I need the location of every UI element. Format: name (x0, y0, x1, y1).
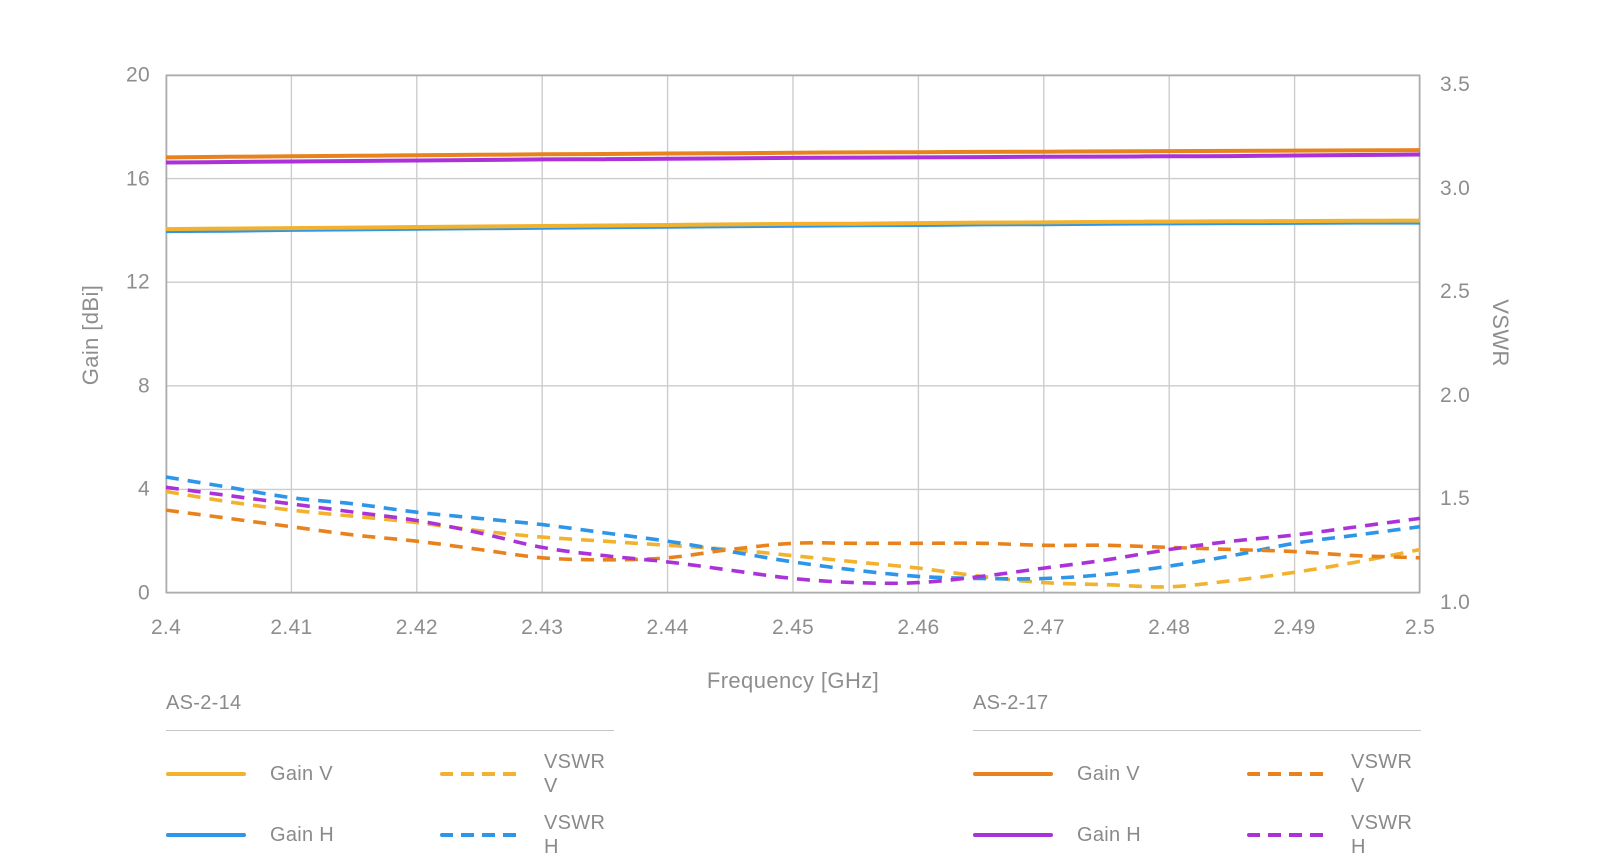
legend-group-as-2-17: AS-2-17 Gain V VSWR V Gain H VSWR H (973, 692, 1421, 859)
vswr-tick-label: 1.5 (1440, 487, 1471, 511)
frequency-tick-label: 2.47 (1022, 616, 1065, 639)
legend-group-title: AS-2-14 (166, 692, 242, 714)
frequency-tick-label: 2.46 (897, 616, 940, 639)
series-as-2-14-vswr-h (165, 475, 1421, 581)
legend-item-label: Gain V (270, 763, 333, 785)
vswr-tick-label: 3.0 (1440, 176, 1471, 200)
frequency-tick-label: 2.4 (150, 616, 182, 639)
legend-items: Gain V VSWR V Gain H VSWR H (166, 750, 614, 859)
legend-item-label: Gain H (270, 824, 335, 846)
vswr-tick-label: 2.0 (1440, 383, 1471, 407)
gain-tick-label: 16 (126, 167, 150, 191)
gain-v-solid-line-swatch (973, 772, 1053, 776)
legend-group-as-2-14: AS-2-14 Gain V VSWR V Gain H VSWR H (166, 692, 614, 859)
vswr-tick-label: 3.5 (1440, 73, 1471, 97)
plot-area (165, 74, 1421, 594)
series-as-2-14-vswr-v (165, 489, 1421, 589)
frequency-tick-label: 2.41 (270, 616, 313, 639)
vswr-v-dashed-line-swatch (1247, 772, 1327, 776)
frequency-tick-label: 2.42 (395, 616, 438, 639)
legend-item-label: VSWR V (544, 751, 606, 797)
legend-item-label: Gain H (1077, 824, 1142, 846)
frequency-tick-label: 2.43 (521, 616, 564, 639)
series-as-2-17-gain-h (165, 152, 1421, 165)
legend-items: Gain V VSWR V Gain H VSWR H (973, 750, 1421, 859)
frequency-axis-title: Frequency [GHz] (706, 668, 880, 693)
gain-tick-label: 20 (126, 63, 150, 87)
vswr-h-dashed-line-swatch (1247, 833, 1327, 837)
frequency-tick-label: 2.44 (646, 616, 689, 639)
gain-axis-title: Gain [dBi] (78, 284, 103, 386)
gain-tick-label: 0 (138, 581, 150, 605)
series-as-2-17-gain-v (165, 148, 1421, 160)
vswr-tick-label: 1.0 (1440, 591, 1471, 615)
series-as-2-17-vswr-h (165, 485, 1421, 586)
legend-divider (166, 730, 614, 731)
vswr-h-dashed-line-swatch (440, 833, 520, 837)
vswr-v-dashed-line-swatch (440, 772, 520, 776)
gain-tick-label: 8 (138, 374, 150, 398)
gain-tick-label: 4 (138, 477, 150, 501)
vswr-axis-title: VSWR (1488, 299, 1513, 367)
frequency-tick-label: 2.48 (1148, 616, 1191, 639)
vswr-tick-label: 2.5 (1440, 280, 1471, 304)
series-as-2-17-vswr-v (165, 508, 1421, 562)
chart-canvas (165, 74, 1421, 594)
legend-group-title: AS-2-17 (973, 692, 1049, 714)
legend-item-label: VSWR H (544, 812, 606, 858)
gain-h-solid-line-swatch (973, 833, 1053, 837)
plot-border (165, 74, 1421, 594)
gain-h-solid-line-swatch (166, 833, 246, 837)
legend-item-label: Gain V (1077, 763, 1140, 785)
legend-item-label: VSWR H (1351, 812, 1413, 858)
legend-divider (973, 730, 1421, 731)
frequency-tick-label: 2.45 (771, 616, 815, 639)
frequency-tick-label: 2.49 (1273, 616, 1316, 639)
gain-v-solid-line-swatch (166, 772, 246, 776)
frequency-tick-label: 2.5 (1404, 616, 1436, 639)
legend-item-label: VSWR V (1351, 751, 1413, 797)
series-as-2-14-gain-v (165, 218, 1421, 232)
gain-tick-label: 12 (126, 270, 150, 294)
